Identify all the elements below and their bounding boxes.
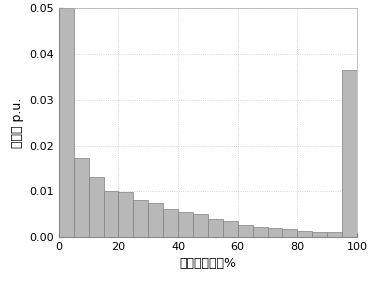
Bar xyxy=(193,215,208,237)
X-axis label: 风电场出力／%: 风电场出力／% xyxy=(180,257,236,270)
Bar xyxy=(133,200,148,237)
Bar xyxy=(104,191,118,237)
Bar xyxy=(118,192,133,237)
Bar xyxy=(268,228,283,237)
Bar xyxy=(327,232,342,237)
Y-axis label: 频率／ p.u.: 频率／ p.u. xyxy=(11,98,24,148)
Bar xyxy=(238,224,252,237)
Bar xyxy=(89,177,104,237)
Bar xyxy=(223,221,238,237)
Bar xyxy=(342,70,357,237)
Bar xyxy=(283,229,297,237)
Bar xyxy=(178,212,193,237)
Bar xyxy=(208,219,223,237)
Bar xyxy=(74,158,89,237)
Bar xyxy=(252,227,268,237)
Bar xyxy=(59,8,74,237)
Bar xyxy=(148,203,163,237)
Bar xyxy=(163,210,178,237)
Bar xyxy=(297,232,312,237)
Bar xyxy=(312,232,327,237)
